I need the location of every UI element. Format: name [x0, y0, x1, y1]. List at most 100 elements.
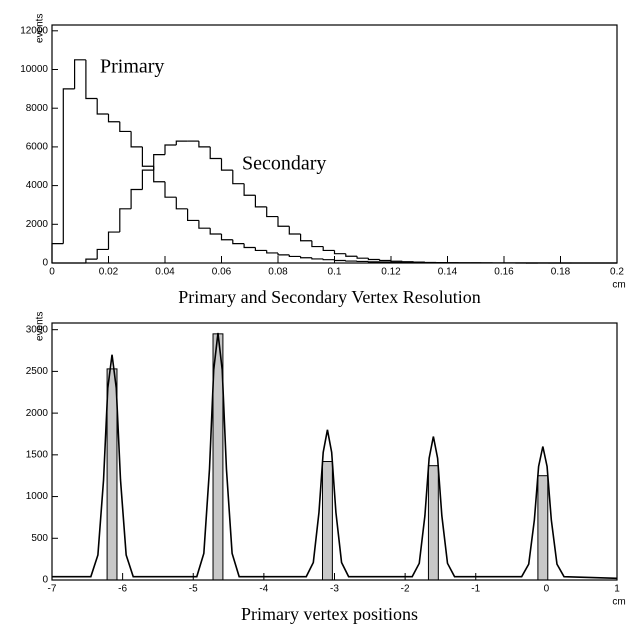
- x-tick-label: 0.1: [328, 267, 342, 278]
- histogram-step: [74, 59, 86, 89]
- bar: [321, 461, 333, 581]
- y-axis-label: events: [35, 14, 46, 43]
- y-tick-label: 3000: [26, 324, 49, 335]
- bar: [427, 465, 439, 581]
- y-tick-label: 6000: [26, 142, 49, 153]
- histogram-step: [119, 121, 132, 133]
- x-tick-label: -2: [401, 584, 410, 595]
- x-tick-label: 0.18: [551, 267, 571, 278]
- bar: [212, 333, 224, 581]
- x-tick-label: -3: [330, 584, 339, 595]
- histogram-step: [277, 252, 290, 256]
- histogram-step: [232, 239, 245, 245]
- histogram-step: [141, 146, 154, 167]
- histogram-step: [51, 243, 64, 263]
- x-tick-label: -5: [189, 584, 198, 595]
- y-tick-label: 8000: [26, 103, 49, 114]
- y-tick-label: 12000: [20, 25, 48, 36]
- y-axis-label: events: [35, 312, 46, 341]
- histogram-step: [209, 228, 222, 235]
- x-tick-label: 0: [49, 267, 55, 278]
- histogram-step: [187, 208, 199, 222]
- y-tick-label: 10000: [20, 64, 48, 75]
- x-tick-label: 0.06: [212, 267, 232, 278]
- histogram-step: [288, 254, 301, 258]
- x-tick-label: 1: [614, 584, 620, 595]
- y-tick-label: 0: [42, 258, 48, 269]
- annotation: Primary: [100, 56, 164, 78]
- histogram-step: [119, 208, 132, 233]
- histogram-step: [367, 258, 380, 261]
- y-tick-label: 4000: [26, 180, 49, 191]
- bar: [537, 475, 549, 581]
- y-tick-label: 2000: [26, 408, 49, 419]
- histogram-step: [266, 250, 278, 254]
- histogram-step: [288, 226, 301, 235]
- x-tick-label: -7: [48, 584, 57, 595]
- histogram-step: [322, 258, 335, 261]
- x-tick-label: -4: [259, 584, 268, 595]
- y-tick-label: 1000: [26, 491, 49, 502]
- histogram-step: [164, 144, 177, 155]
- histogram-step: [85, 258, 98, 263]
- histogram-step: [390, 260, 403, 262]
- y-tick-label: 0: [42, 575, 48, 586]
- x-tick-label: -1: [471, 584, 480, 595]
- histogram-step: [209, 146, 222, 160]
- histogram-step: [96, 98, 109, 115]
- x-unit: cm: [612, 280, 625, 291]
- histogram-step: [345, 253, 358, 257]
- histogram-step: [153, 166, 165, 183]
- histogram-step: [300, 233, 312, 242]
- histogram-step: [220, 158, 233, 171]
- x-tick-label: 0.12: [381, 267, 401, 278]
- histogram-step: [130, 131, 143, 148]
- x-tick-label: 0: [544, 584, 550, 595]
- y-tick-label: 500: [31, 533, 48, 544]
- y-tick-label: 1500: [26, 449, 49, 460]
- histogram-step: [333, 250, 346, 255]
- bar: [106, 368, 118, 581]
- x-tick-label: 0.14: [438, 267, 458, 278]
- x-tick-label: 0.04: [155, 267, 175, 278]
- histogram-step: [243, 183, 256, 196]
- histogram-step: [300, 256, 312, 259]
- histogram-step: [356, 256, 369, 259]
- annotation: Secondary: [242, 153, 326, 175]
- histogram-step: [232, 170, 245, 185]
- histogram-step: [164, 181, 177, 198]
- histogram-step: [62, 88, 75, 244]
- histogram-step: [254, 247, 267, 252]
- histogram-step: [345, 260, 358, 262]
- y-tick-label: 2500: [26, 366, 49, 377]
- histogram-step: [153, 154, 165, 171]
- chart-title: Primary and Secondary Vertex Resolution: [178, 287, 481, 307]
- x-tick-label: 0.08: [268, 267, 288, 278]
- x-tick-label: 0.16: [494, 267, 514, 278]
- fit-line: [52, 332, 618, 580]
- x-tick-label: 0.02: [99, 267, 119, 278]
- histogram-step: [130, 188, 143, 209]
- x-tick-label: 0.2: [610, 267, 624, 278]
- plot-frame: [51, 24, 618, 264]
- histogram-step: [175, 140, 188, 145]
- plot-frame: [51, 322, 618, 581]
- histogram-step: [85, 59, 98, 100]
- histogram-step: [277, 216, 290, 227]
- histogram-step: [322, 246, 335, 252]
- x-unit: cm: [612, 597, 625, 608]
- histogram-step: [198, 220, 211, 229]
- histogram-step: [198, 141, 211, 148]
- x-tick-label: -6: [118, 584, 127, 595]
- histogram-step: [311, 257, 324, 260]
- histogram-step: [175, 197, 188, 210]
- histogram-step: [220, 233, 233, 241]
- histogram-step: [379, 259, 391, 262]
- chart-title: Primary vertex positions: [241, 604, 418, 624]
- histogram-step: [141, 169, 154, 190]
- histogram-step: [254, 195, 267, 208]
- histogram-step: [96, 248, 109, 260]
- histogram-step: [266, 206, 278, 218]
- histogram-step: [243, 243, 256, 249]
